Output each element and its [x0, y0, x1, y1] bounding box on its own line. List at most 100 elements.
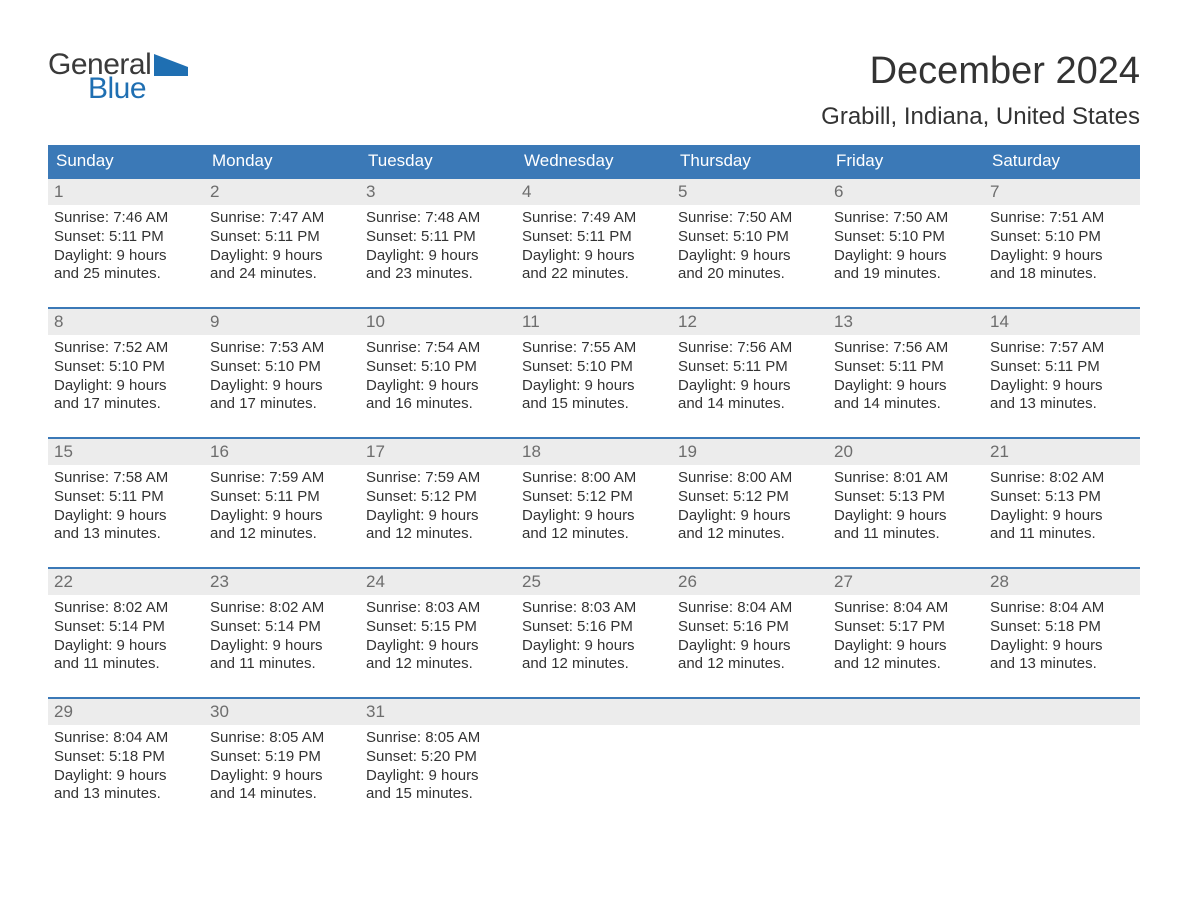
- daylight-line-1: Daylight: 9 hours: [54, 507, 198, 526]
- calendar-cell: [672, 699, 828, 809]
- day-header: Saturday: [984, 145, 1140, 177]
- sunrise-line: Sunrise: 8:02 AM: [210, 599, 354, 618]
- daynum-bar: 3: [360, 179, 516, 205]
- sunset-line: Sunset: 5:13 PM: [834, 488, 978, 507]
- calendar-cell: 9 Sunrise: 7:53 AMSunset: 5:10 PMDaylight…: [204, 309, 360, 419]
- sunset-line: Sunset: 5:11 PM: [210, 228, 354, 247]
- daylight-line-2: and 20 minutes.: [678, 265, 822, 284]
- daylight-line-1: Daylight: 9 hours: [834, 377, 978, 396]
- day-number: 13: [834, 312, 853, 331]
- daylight-line-1: Daylight: 9 hours: [678, 247, 822, 266]
- daylight-line-1: Daylight: 9 hours: [366, 377, 510, 396]
- daynum-bar: 28: [984, 569, 1140, 595]
- calendar-cell: 10Sunrise: 7:54 AMSunset: 5:10 PMDayligh…: [360, 309, 516, 419]
- cell-text: Sunrise: 8:02 AMSunset: 5:14 PMDaylight:…: [48, 595, 204, 674]
- sunrise-line: Sunrise: 7:53 AM: [210, 339, 354, 358]
- day-number: 16: [210, 442, 229, 461]
- daylight-line-2: and 14 minutes.: [678, 395, 822, 414]
- daylight-line-2: and 12 minutes.: [366, 525, 510, 544]
- sunrise-line: Sunrise: 7:49 AM: [522, 209, 666, 228]
- calendar-cell: 31Sunrise: 8:05 AMSunset: 5:20 PMDayligh…: [360, 699, 516, 809]
- daylight-line-2: and 13 minutes.: [54, 525, 198, 544]
- calendar-cell: [828, 699, 984, 809]
- day-number: 31: [366, 702, 385, 721]
- daylight-line-1: Daylight: 9 hours: [834, 247, 978, 266]
- day-number: 3: [366, 182, 375, 201]
- day-header: Monday: [204, 145, 360, 177]
- sunrise-line: Sunrise: 7:51 AM: [990, 209, 1134, 228]
- day-header: Tuesday: [360, 145, 516, 177]
- week-row: 8Sunrise: 7:52 AMSunset: 5:10 PMDaylight…: [48, 307, 1140, 419]
- calendar-cell: 16Sunrise: 7:59 AMSunset: 5:11 PMDayligh…: [204, 439, 360, 549]
- daynum-bar: 14: [984, 309, 1140, 335]
- daylight-line-2: and 25 minutes.: [54, 265, 198, 284]
- daylight-line-1: Daylight: 9 hours: [366, 637, 510, 656]
- daynum-bar: 21: [984, 439, 1140, 465]
- sunset-line: Sunset: 5:16 PM: [522, 618, 666, 637]
- title-month: December 2024: [821, 50, 1140, 93]
- daylight-line-2: and 12 minutes.: [210, 525, 354, 544]
- daylight-line-1: Daylight: 9 hours: [54, 637, 198, 656]
- day-number: 29: [54, 702, 73, 721]
- cell-text: Sunrise: 8:04 AMSunset: 5:16 PMDaylight:…: [672, 595, 828, 674]
- daylight-line-1: Daylight: 9 hours: [990, 377, 1134, 396]
- calendar-cell: 25Sunrise: 8:03 AMSunset: 5:16 PMDayligh…: [516, 569, 672, 679]
- calendar: SundayMondayTuesdayWednesdayThursdayFrid…: [48, 145, 1140, 809]
- title-location: Grabill, Indiana, United States: [821, 103, 1140, 131]
- daynum-bar: 27: [828, 569, 984, 595]
- sunrise-line: Sunrise: 8:02 AM: [990, 469, 1134, 488]
- calendar-cell: 3Sunrise: 7:48 AMSunset: 5:11 PMDaylight…: [360, 179, 516, 289]
- cell-text: Sunrise: 7:55 AMSunset: 5:10 PMDaylight:…: [516, 335, 672, 414]
- day-number: 9: [210, 312, 219, 331]
- cell-text: Sunrise: 7:53 AMSunset: 5:10 PMDaylight:…: [204, 335, 360, 414]
- daylight-line-1: Daylight: 9 hours: [834, 637, 978, 656]
- sunset-line: Sunset: 5:18 PM: [990, 618, 1134, 637]
- daynum-bar: 12: [672, 309, 828, 335]
- day-header-row: SundayMondayTuesdayWednesdayThursdayFrid…: [48, 145, 1140, 177]
- day-number: 20: [834, 442, 853, 461]
- sunset-line: Sunset: 5:20 PM: [366, 748, 510, 767]
- sunset-line: Sunset: 5:10 PM: [366, 358, 510, 377]
- cell-text: Sunrise: 7:54 AMSunset: 5:10 PMDaylight:…: [360, 335, 516, 414]
- cell-text: Sunrise: 7:58 AMSunset: 5:11 PMDaylight:…: [48, 465, 204, 544]
- daylight-line-1: Daylight: 9 hours: [678, 637, 822, 656]
- calendar-cell: 17Sunrise: 7:59 AMSunset: 5:12 PMDayligh…: [360, 439, 516, 549]
- daynum-bar: 1: [48, 179, 204, 205]
- sunrise-line: Sunrise: 7:46 AM: [54, 209, 198, 228]
- sunset-line: Sunset: 5:11 PM: [678, 358, 822, 377]
- sunrise-line: Sunrise: 8:04 AM: [990, 599, 1134, 618]
- day-number: 18: [522, 442, 541, 461]
- sunset-line: Sunset: 5:11 PM: [522, 228, 666, 247]
- sunset-line: Sunset: 5:11 PM: [366, 228, 510, 247]
- day-number: 14: [990, 312, 1009, 331]
- calendar-cell: 5Sunrise: 7:50 AMSunset: 5:10 PMDaylight…: [672, 179, 828, 289]
- day-number: 5: [678, 182, 687, 201]
- sunrise-line: Sunrise: 8:03 AM: [366, 599, 510, 618]
- daylight-line-1: Daylight: 9 hours: [366, 247, 510, 266]
- cell-text: Sunrise: 8:03 AMSunset: 5:16 PMDaylight:…: [516, 595, 672, 674]
- daylight-line-1: Daylight: 9 hours: [990, 637, 1134, 656]
- week-row: 29Sunrise: 8:04 AMSunset: 5:18 PMDayligh…: [48, 697, 1140, 809]
- daynum-bar: [516, 699, 672, 725]
- calendar-cell: [516, 699, 672, 809]
- daylight-line-1: Daylight: 9 hours: [210, 507, 354, 526]
- calendar-cell: 7Sunrise: 7:51 AMSunset: 5:10 PMDaylight…: [984, 179, 1140, 289]
- daynum-bar: 20: [828, 439, 984, 465]
- sunset-line: Sunset: 5:17 PM: [834, 618, 978, 637]
- week-row: 15Sunrise: 7:58 AMSunset: 5:11 PMDayligh…: [48, 437, 1140, 549]
- sunset-line: Sunset: 5:11 PM: [210, 488, 354, 507]
- sunset-line: Sunset: 5:10 PM: [990, 228, 1134, 247]
- daynum-bar: 22: [48, 569, 204, 595]
- daylight-line-1: Daylight: 9 hours: [210, 377, 354, 396]
- daylight-line-2: and 24 minutes.: [210, 265, 354, 284]
- calendar-cell: 6Sunrise: 7:50 AMSunset: 5:10 PMDaylight…: [828, 179, 984, 289]
- sunset-line: Sunset: 5:10 PM: [54, 358, 198, 377]
- daylight-line-1: Daylight: 9 hours: [54, 377, 198, 396]
- daynum-bar: 9: [204, 309, 360, 335]
- daylight-line-2: and 11 minutes.: [54, 655, 198, 674]
- day-number: [990, 702, 995, 721]
- daynum-bar: 11: [516, 309, 672, 335]
- daylight-line-2: and 13 minutes.: [990, 395, 1134, 414]
- daylight-line-2: and 14 minutes.: [834, 395, 978, 414]
- daynum-bar: 16: [204, 439, 360, 465]
